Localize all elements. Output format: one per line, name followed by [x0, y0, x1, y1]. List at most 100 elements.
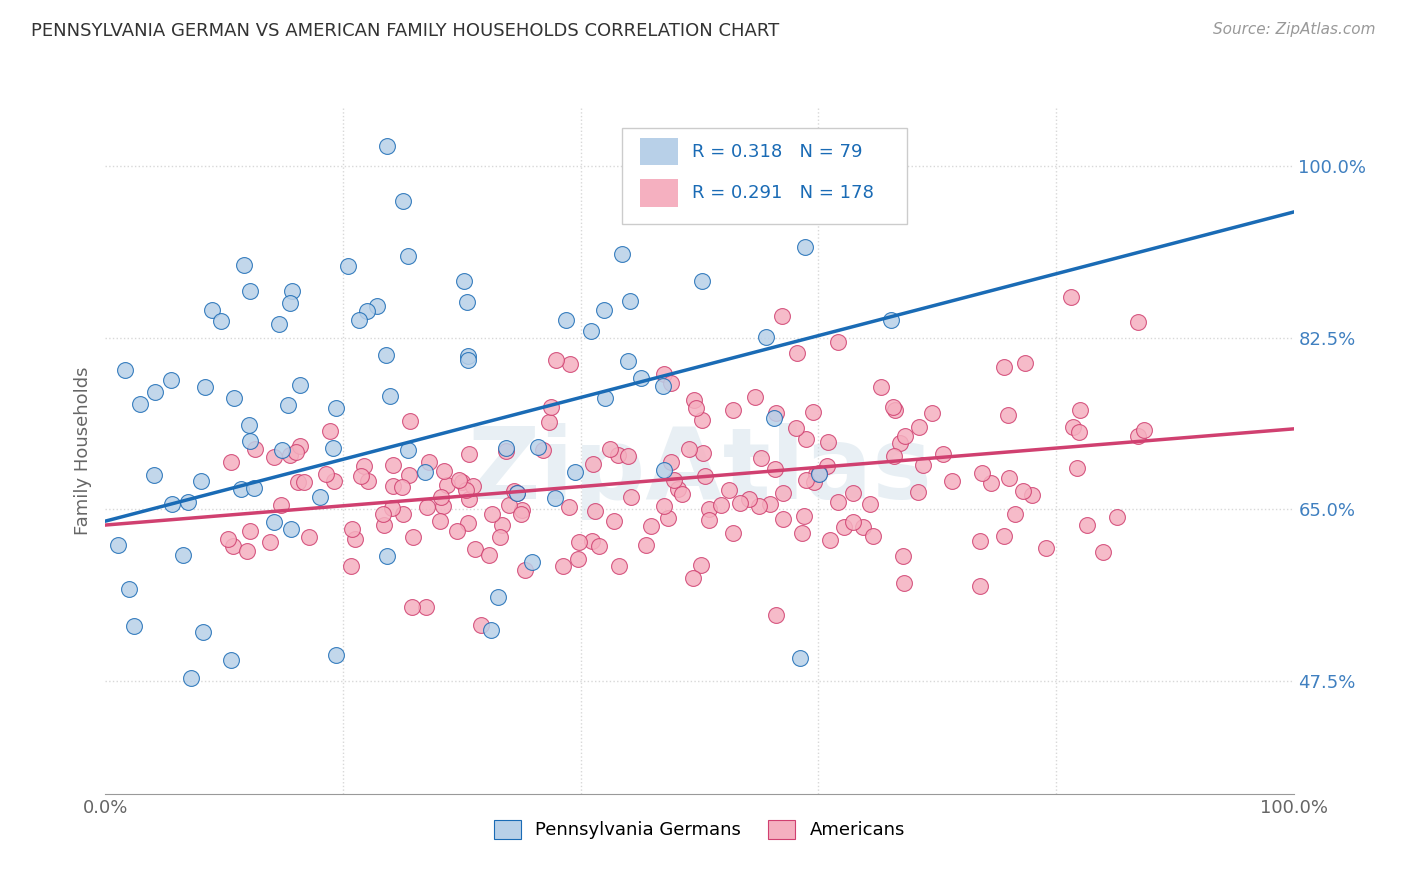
Point	[392, 194, 415, 209]
Point	[1004, 507, 1026, 521]
Point	[238, 418, 260, 433]
Point	[544, 491, 567, 506]
Point	[309, 490, 332, 504]
Point	[880, 312, 903, 326]
Point	[804, 467, 827, 482]
Point	[842, 516, 865, 530]
Point	[827, 495, 849, 509]
Point	[870, 380, 893, 394]
Point	[1067, 425, 1090, 439]
Point	[381, 479, 404, 493]
Point	[789, 650, 811, 665]
Point	[298, 531, 321, 545]
Point	[785, 420, 807, 434]
Point	[997, 408, 1019, 422]
Point	[391, 480, 413, 494]
Text: ZipAtlas: ZipAtlas	[467, 423, 932, 519]
Point	[209, 313, 232, 327]
Point	[456, 294, 478, 309]
Point	[373, 517, 395, 532]
Point	[894, 429, 917, 443]
Point	[793, 509, 815, 524]
Point	[842, 486, 865, 500]
Point	[969, 578, 991, 592]
Point	[357, 475, 380, 489]
Point	[921, 407, 943, 421]
Point	[889, 436, 911, 450]
Point	[527, 440, 550, 454]
Point	[522, 555, 544, 569]
Text: Source: ZipAtlas.com: Source: ZipAtlas.com	[1212, 22, 1375, 37]
Point	[893, 576, 915, 591]
Point	[243, 442, 266, 457]
Point	[325, 648, 347, 663]
Point	[808, 467, 831, 482]
Point	[832, 520, 855, 534]
Point	[1132, 423, 1154, 437]
Point	[242, 481, 264, 495]
Point	[1128, 428, 1150, 442]
Point	[398, 413, 420, 427]
Text: PENNSYLVANIA GERMAN VS AMERICAN FAMILY HOUSEHOLDS CORRELATION CHART: PENNSYLVANIA GERMAN VS AMERICAN FAMILY H…	[31, 22, 779, 40]
Point	[581, 534, 603, 549]
Point	[793, 240, 815, 254]
Point	[479, 624, 502, 638]
Point	[1035, 541, 1057, 555]
Point	[269, 318, 291, 332]
Point	[748, 499, 770, 513]
Point	[759, 497, 782, 511]
Point	[564, 465, 586, 479]
Point	[201, 303, 224, 318]
Point	[659, 376, 682, 390]
Point	[222, 540, 245, 554]
Point	[582, 457, 605, 471]
Point	[231, 482, 253, 496]
Point	[607, 559, 630, 574]
Point	[495, 441, 517, 455]
Point	[554, 312, 576, 326]
Point	[489, 530, 512, 544]
Point	[630, 371, 652, 385]
Point	[721, 525, 744, 540]
Point	[343, 533, 366, 547]
Point	[486, 591, 509, 605]
Point	[239, 524, 262, 538]
Point	[617, 449, 640, 463]
Point	[794, 432, 817, 446]
Point	[546, 353, 568, 368]
FancyBboxPatch shape	[623, 128, 907, 224]
Point	[337, 260, 360, 274]
Point	[277, 398, 299, 412]
Point	[652, 367, 675, 381]
Point	[817, 435, 839, 450]
Point	[558, 358, 581, 372]
Point	[278, 295, 301, 310]
Point	[882, 400, 904, 414]
Point	[738, 492, 761, 507]
Point	[430, 490, 453, 504]
Point	[693, 469, 716, 483]
Point	[232, 258, 254, 272]
Point	[710, 498, 733, 512]
Point	[815, 459, 838, 474]
Point	[744, 390, 766, 404]
Point	[657, 511, 679, 525]
Point	[263, 450, 285, 464]
Point	[721, 402, 744, 417]
Point	[1060, 290, 1083, 304]
Point	[666, 483, 689, 497]
Point	[281, 284, 304, 298]
Point	[619, 294, 641, 309]
Point	[531, 443, 554, 458]
Point	[551, 558, 574, 573]
Point	[433, 465, 456, 479]
Point	[620, 490, 643, 504]
Point	[540, 401, 562, 415]
Point	[998, 471, 1021, 485]
Point	[190, 474, 212, 488]
Point	[315, 467, 337, 482]
Point	[477, 548, 499, 562]
Point	[259, 535, 281, 549]
Point	[697, 513, 720, 527]
Point	[1128, 315, 1150, 329]
